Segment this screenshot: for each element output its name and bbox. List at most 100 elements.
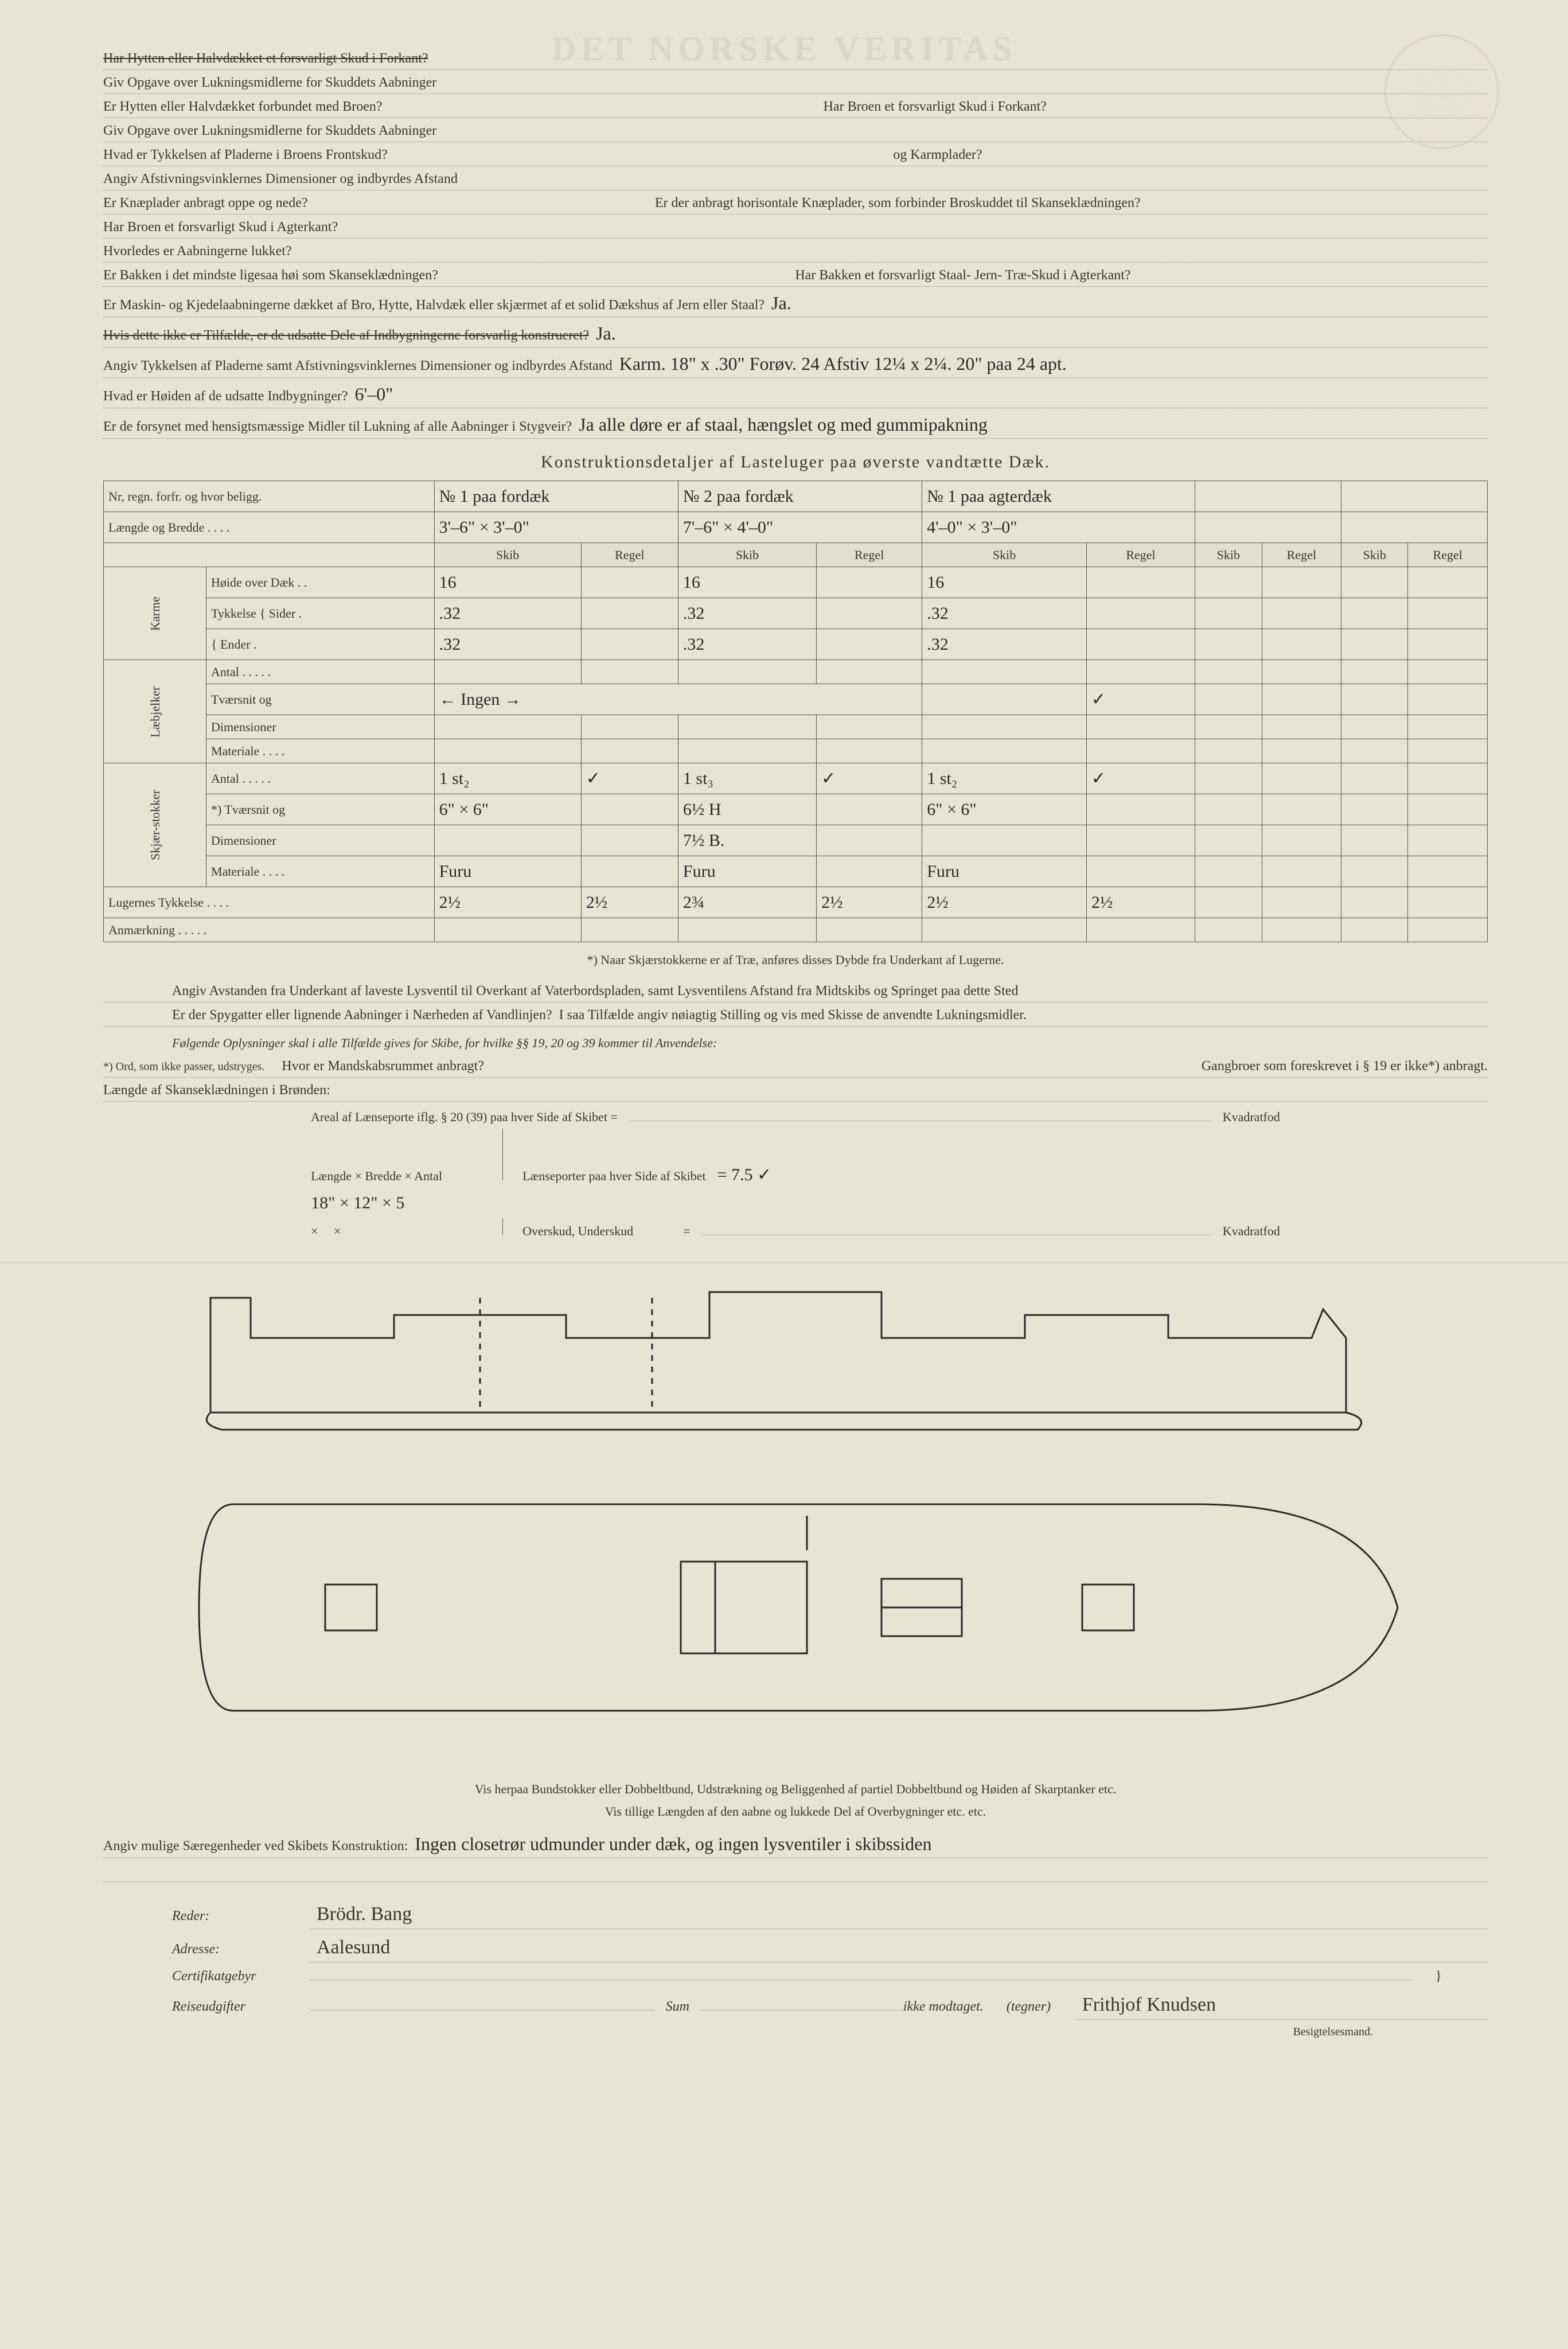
table-cell: [1341, 567, 1408, 598]
table-cell: [1195, 512, 1341, 543]
table-cell: Skib: [1195, 543, 1262, 567]
table-cell: [1408, 794, 1488, 825]
table-cell: Regel: [817, 543, 922, 567]
tegner-value: Frithjof Knudsen: [1075, 1990, 1488, 2020]
question-label: Har Hytten eller Halvdækket et forsvarli…: [103, 48, 428, 69]
question-label: Angiv Tykkelsen af Pladerne samt Afstivn…: [103, 356, 613, 376]
table-cell: [1408, 825, 1488, 856]
table-cell: 6" × 6": [434, 794, 581, 825]
table-cell: [1195, 629, 1262, 660]
table-cell: ← Ingen →: [434, 684, 922, 715]
table-cell: [817, 660, 922, 684]
table-cell: [581, 715, 678, 739]
table-cell: [1341, 739, 1408, 763]
sum-label: Sum: [654, 1996, 700, 2017]
table-cell: Regel: [581, 543, 678, 567]
table-cell: [1086, 918, 1195, 942]
table-cell: 7'–6" × 4'–0": [678, 512, 922, 543]
table-cell: [1086, 739, 1195, 763]
embossed-seal: [1384, 34, 1499, 149]
final-q-answer: Ingen closetrør udmunder under dæk, og i…: [408, 1830, 938, 1858]
table-cell: [581, 794, 678, 825]
table-cell: [581, 629, 678, 660]
table-cell: Furu: [922, 856, 1087, 887]
group-side-label: Skjær-stokker: [104, 763, 206, 887]
question-label-2: Er der anbragt horisontale Knæplader, so…: [655, 193, 1141, 213]
table-cell: [817, 567, 922, 598]
table-cell: [581, 739, 678, 763]
tegner-label: (tegner): [1007, 1996, 1075, 2017]
table-cell: [1195, 481, 1341, 512]
final-question-cont: [103, 1860, 1488, 1882]
reder-value: Brödr. Bang: [310, 1899, 1488, 1929]
table-cell: [1195, 660, 1262, 684]
table-cell: Regel: [1408, 543, 1488, 567]
table-cell: [1195, 567, 1262, 598]
question-label: Er Hytten eller Halvdækket forbundet med…: [103, 96, 383, 117]
question-label: Er Bakken i det mindste ligesaa høi som …: [103, 265, 438, 286]
row-label: Antal . . . . .: [206, 763, 434, 794]
table-cell: [817, 629, 922, 660]
question-answer: Ja.: [765, 289, 798, 317]
table-cell: Længde og Bredde . . . .: [104, 512, 435, 543]
question-line: Er Knæplader anbragt oppe og nede?Er der…: [103, 193, 1488, 214]
table-cell: [1086, 794, 1195, 825]
reise-label: Reiseudgifter: [172, 1996, 310, 2017]
table-cell: [678, 918, 816, 942]
table-cell: [104, 543, 435, 567]
table-cell: [1262, 918, 1341, 942]
table-cell: [1341, 660, 1408, 684]
table-cell: [581, 856, 678, 887]
table-cell: Furu: [678, 856, 816, 887]
row-label: Dimensioner: [206, 715, 434, 739]
question-line: Er Bakken i det mindste ligesaa høi som …: [103, 265, 1488, 287]
table-cell: 4'–0" × 3'–0": [922, 512, 1195, 543]
row-label: Dimensioner: [206, 825, 434, 856]
table-cell: [1195, 856, 1262, 887]
question-line: Angiv Tykkelsen af Pladerne samt Afstivn…: [103, 350, 1488, 378]
table-cell: [1341, 715, 1408, 739]
table-cell: [1341, 825, 1408, 856]
table-cell: 2½: [922, 887, 1087, 918]
table-cell: [1408, 567, 1488, 598]
question-line: Er de forsynet med hensigtsmæssige Midle…: [103, 411, 1488, 439]
row-label: Anmærkning . . . . .: [104, 918, 435, 942]
question-label-2: Har Broen et forsvarligt Skud i Forkant?: [824, 96, 1047, 117]
table-cell: ✓: [1086, 684, 1195, 715]
question-line: Hvad er Tykkelsen af Pladerne i Broens F…: [103, 145, 1488, 166]
table-cell: [678, 739, 816, 763]
table-cell: [922, 660, 1087, 684]
table-cell: .32: [678, 598, 816, 629]
row-label: Lugernes Tykkelse . . . .: [104, 887, 435, 918]
table-cell: 3'–6" × 3'–0": [434, 512, 678, 543]
table-cell: [434, 739, 581, 763]
table-cell: 16: [922, 567, 1087, 598]
table-cell: [1408, 739, 1488, 763]
detail-table: Nr, regn. forfr. og hvor beligg.№ 1 paa …: [103, 481, 1488, 942]
table-cell: 1 st₂: [922, 763, 1087, 794]
table-cell: [817, 794, 922, 825]
question-label: Hvad er Høiden af de udsatte Indbygninge…: [103, 386, 348, 407]
reise-value: [310, 2010, 654, 2011]
table-cell: [1341, 684, 1408, 715]
table-cell: [434, 918, 581, 942]
table-cell: [1195, 739, 1262, 763]
table-cell: [1195, 794, 1262, 825]
row-label: Materiale . . . .: [206, 856, 434, 887]
table-cell: [581, 825, 678, 856]
table-cell: [1408, 684, 1488, 715]
table-cell: [1195, 825, 1262, 856]
table-cell: 2½: [817, 887, 922, 918]
question-label: Angiv Afstivningsvinklernes Dimensioner …: [103, 169, 458, 189]
table-cell: [817, 856, 922, 887]
table-cell: ✓: [817, 763, 922, 794]
lp-r3-label: Overskud, Underskud: [522, 1222, 672, 1240]
table-cell: [1195, 887, 1262, 918]
question-label-2: Har Bakken et forsvarligt Staal- Jern- T…: [795, 265, 1130, 286]
lp-title: Areal af Lænseporte iflg. § 20 (39) paa …: [311, 1107, 618, 1126]
ikke-label: ikke modtaget.: [903, 1996, 1007, 2017]
table-cell: [1408, 660, 1488, 684]
lp-r3-val: =: [683, 1222, 690, 1240]
table-cell: [1262, 629, 1341, 660]
table-cell: [581, 598, 678, 629]
